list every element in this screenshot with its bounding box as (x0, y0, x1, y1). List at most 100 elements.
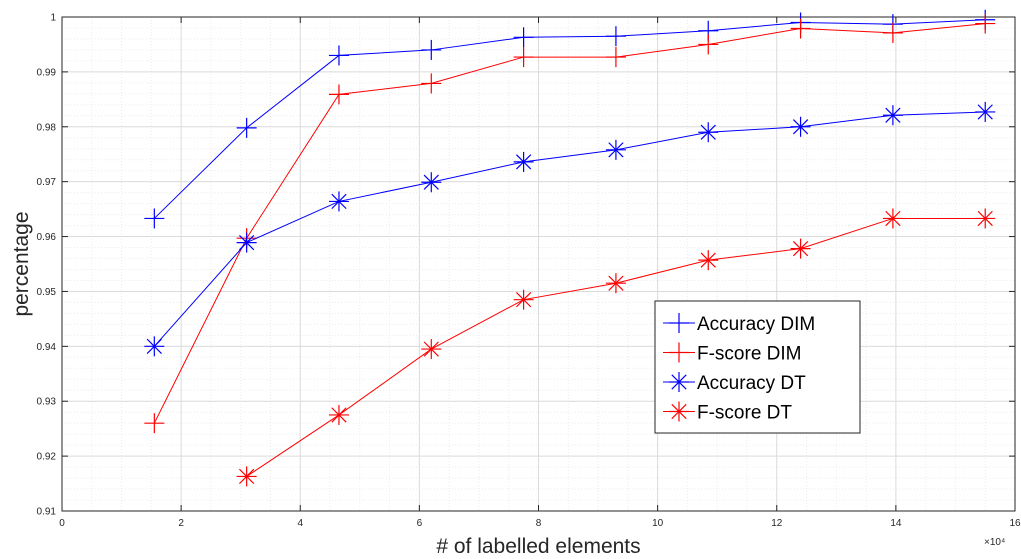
x-tick-label: 6 (417, 518, 423, 529)
y-tick-label: 0.94 (37, 342, 57, 353)
y-tick-label: 0.98 (37, 122, 57, 133)
marker-stroke (239, 234, 255, 251)
marker-stroke (239, 468, 255, 485)
series-layer (144, 9, 996, 487)
marker-stroke (977, 210, 993, 227)
series-accuracy-dim (144, 9, 996, 229)
data-point-accuracy-dim (144, 208, 165, 229)
series-line-f-score-dt (246, 217, 986, 477)
major-grid (61, 16, 1016, 512)
data-point-f-score-dt (605, 273, 626, 294)
legend-item-accuracy-dt: Accuracy DT (663, 372, 806, 394)
data-point-f-score-dt (790, 238, 811, 259)
data-point-accuracy-dt (236, 232, 257, 253)
x-tick-label: 8 (536, 518, 542, 529)
marker-stroke (331, 407, 347, 423)
x-tick-label: 2 (178, 518, 184, 529)
data-point-accuracy-dim (605, 26, 626, 47)
data-point-f-score-dim (605, 47, 626, 68)
data-point-accuracy-dt (882, 105, 903, 126)
y-tick-label: 0.93 (37, 397, 57, 408)
data-point-f-score-dim (975, 13, 996, 34)
x-tick-label: 4 (297, 518, 303, 529)
y-tick-label: 0.96 (37, 232, 57, 243)
marker-stroke (608, 275, 624, 291)
data-point-f-score-dt (698, 250, 719, 271)
marker-stroke (331, 193, 347, 210)
data-point-f-score-dt (975, 208, 996, 229)
data-point-accuracy-dim (513, 27, 534, 48)
marker-stroke (700, 124, 716, 140)
data-point-accuracy-dt (790, 116, 811, 137)
y-tick-label: 1 (50, 13, 56, 24)
y-tick-label: 0.92 (37, 452, 57, 463)
series-f-score-dt (236, 208, 996, 487)
marker-stroke (671, 374, 687, 390)
series-line-accuracy-dim (153, 19, 986, 219)
data-point-accuracy-dt (144, 336, 165, 357)
legend: Accuracy DIM F-score DIM Accuracy DT F-scor… (654, 300, 861, 434)
data-point-accuracy-dt (421, 172, 442, 193)
legend-label: Accuracy DIM (697, 314, 815, 335)
data-point-accuracy-dim (236, 117, 257, 138)
legend-marker (669, 372, 689, 392)
series-accuracy-dt (144, 101, 996, 357)
marker-stroke (515, 154, 532, 170)
data-point-accuracy-dt (328, 191, 349, 212)
y-tick-label: 0.91 (37, 507, 57, 518)
x-tick-label: 12 (771, 518, 783, 529)
data-point-f-score-dt (421, 339, 442, 360)
marker-stroke (423, 174, 439, 190)
series-line-accuracy-dt (153, 111, 986, 347)
data-point-accuracy-dt (513, 151, 534, 172)
marker-stroke (671, 403, 687, 420)
legend-label: F-score DT (697, 403, 792, 424)
marker-stroke (608, 142, 624, 158)
series-line-f-score-dim (153, 23, 986, 424)
tick-marks (61, 16, 1016, 512)
legend-item-accuracy-dim: Accuracy DIM (663, 313, 815, 335)
y-tick-labels: 0.91 0.92 0.93 0.94 0.95 0.96 0.97 0.98 0.99 1 (37, 13, 57, 518)
legend-marker (669, 313, 689, 333)
x-axis-exponent: ×10⁴ (984, 537, 1005, 548)
data-point-f-score-dim (790, 18, 811, 39)
data-point-accuracy-dt (698, 122, 719, 143)
marker-stroke (977, 104, 993, 120)
legend-item-f-score-dim: F-score DIM (663, 342, 802, 365)
legend-item-f-score-dt: F-score DT (663, 401, 792, 424)
x-tick-label: 0 (59, 518, 65, 529)
data-point-accuracy-dt (975, 101, 996, 122)
data-point-f-score-dim (421, 73, 442, 94)
legend-marker (669, 342, 689, 363)
data-point-f-score-dim (144, 413, 165, 434)
data-point-accuracy-dt (605, 139, 626, 160)
marker-stroke (792, 241, 809, 257)
x-tick-label: 16 (1009, 518, 1021, 529)
x-axis-label: # of labelled elements (436, 535, 640, 558)
marker-stroke (423, 341, 439, 357)
data-point-f-score-dim (513, 47, 534, 68)
series-f-score-dim (144, 13, 996, 434)
data-point-f-score-dim (328, 84, 349, 105)
x-tick-label: 10 (652, 518, 664, 529)
data-point-f-score-dim (882, 22, 903, 43)
legend-marker (669, 401, 689, 422)
marker-stroke (146, 338, 162, 354)
y-tick-label: 0.95 (37, 287, 57, 298)
x-tick-label: 14 (890, 518, 902, 529)
legend-label: Accuracy DT (697, 373, 806, 394)
data-point-f-score-dim (698, 34, 719, 55)
marker-stroke (515, 292, 532, 308)
data-point-f-score-dt (513, 289, 534, 310)
data-point-accuracy-dim (421, 39, 442, 60)
data-point-accuracy-dim (328, 45, 349, 66)
y-tick-label: 0.99 (37, 67, 57, 78)
marker-stroke (792, 119, 809, 135)
legend-label: F-score DIM (697, 344, 802, 365)
marker-stroke (700, 252, 716, 268)
y-tick-label: 0.97 (37, 177, 57, 188)
data-point-f-score-dt (236, 466, 257, 487)
marker-stroke (885, 210, 901, 227)
data-point-f-score-dt (328, 404, 349, 425)
